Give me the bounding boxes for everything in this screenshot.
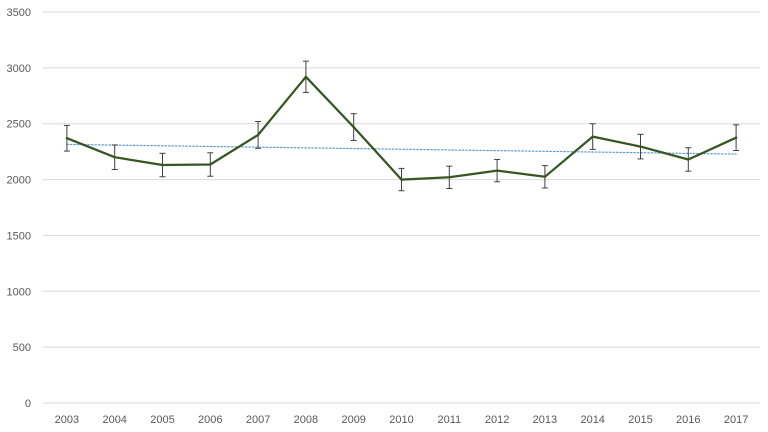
y-axis-ticks: 0 500 1000 1500 2000 2500 3000 3500: [7, 7, 31, 410]
data-point-2015: [639, 145, 642, 148]
x-tick-label-2011: 2011: [437, 414, 461, 426]
x-tick-label-2006: 2006: [198, 414, 222, 426]
grid-lines: [43, 11, 760, 404]
y-tick-label-500: 500: [13, 342, 31, 354]
x-tick-label-2012: 2012: [485, 414, 509, 426]
y-tick-label-3000: 3000: [7, 63, 31, 75]
data-point-2013: [543, 175, 547, 178]
data-point-2017: [734, 136, 738, 139]
data-point-2008: [304, 75, 308, 78]
x-tick-label-2014: 2014: [580, 414, 604, 426]
series-line-0: [65, 75, 738, 181]
x-tick-label-2007: 2007: [246, 414, 270, 426]
data-point-2005: [161, 163, 164, 167]
data-point-2006: [209, 163, 212, 166]
x-tick-label-2017: 2017: [724, 414, 748, 426]
x-axis-ticks: 2003 2004 2005 2006 2007 2008 2009 2010 2011 2012…: [55, 414, 749, 426]
x-tick-label-2008: 2008: [294, 414, 318, 426]
y-tick-label-1500: 1500: [7, 230, 31, 242]
y-tick-label-3500: 3500: [7, 7, 31, 19]
x-tick-label-2004: 2004: [102, 414, 126, 426]
x-tick-label-2015: 2015: [628, 414, 652, 426]
x-tick-label-2003: 2003: [55, 414, 79, 426]
data-point-2003: [65, 137, 69, 140]
data-point-2010: [400, 178, 403, 181]
trendline: [66, 143, 737, 155]
x-tick-label-2013: 2013: [533, 414, 557, 426]
error-bars: [63, 60, 740, 192]
y-tick-label-2000: 2000: [7, 175, 31, 187]
x-tick-label-2016: 2016: [676, 414, 700, 426]
data-point-2014: [591, 135, 594, 138]
data-point-2012: [495, 169, 499, 172]
x-tick-label-2010: 2010: [389, 414, 413, 426]
data-point-2009: [352, 125, 355, 129]
series-layer: [65, 75, 738, 181]
trendline-layer: [66, 143, 737, 155]
data-point-2011: [448, 176, 451, 179]
x-tick-label-2005: 2005: [150, 414, 174, 426]
data-point-2016: [687, 158, 690, 161]
y-tick-label-2500: 2500: [7, 119, 31, 131]
data-point-2004: [113, 156, 116, 159]
data-point-2007: [256, 133, 260, 137]
y-tick-label-1000: 1000: [7, 286, 31, 298]
x-tick-label-2009: 2009: [341, 414, 365, 426]
y-tick-label-0: 0: [25, 398, 31, 410]
